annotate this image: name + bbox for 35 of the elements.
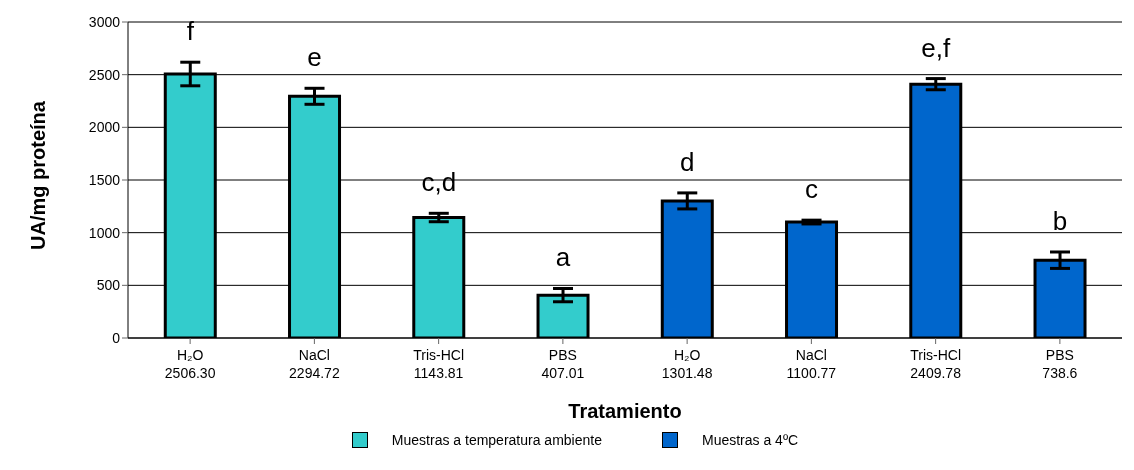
data-label: 1301.48: [661, 365, 713, 381]
annotation: c,d: [421, 167, 457, 198]
legend-label: Muestras a temperatura ambiente: [391, 432, 602, 448]
data-label: 738.6: [1042, 365, 1078, 381]
x-tick-label: PBS: [1045, 347, 1074, 363]
x-tick-label: H₂O: [176, 347, 204, 363]
annotation: f: [186, 16, 195, 47]
data-label: 1143.81: [413, 365, 464, 381]
x-tick-label: NaCl: [298, 347, 330, 363]
y-tick-label: 500: [96, 277, 121, 294]
x-tick-label: Tris-HCl: [413, 347, 465, 363]
x-axis-title: Tratamiento: [568, 400, 682, 422]
x-tick-label: Tris-HCl: [910, 347, 962, 363]
data-label: 2409.78: [910, 365, 962, 381]
legend-label: Muestras a 4ºC: [701, 432, 799, 448]
annotation: e,f: [921, 32, 951, 63]
x-tick-label: PBS: [548, 347, 577, 363]
data-label: 407.01: [541, 365, 585, 381]
annotation: c: [805, 174, 819, 205]
annotation: d: [680, 146, 695, 177]
y-tick-label: 2500: [88, 66, 121, 83]
x-tick-label: H₂O: [673, 347, 701, 363]
x-tick-label: NaCl: [795, 347, 827, 363]
data-label: 1100.77: [786, 365, 837, 381]
annotation: b: [1052, 205, 1068, 236]
y-tick-label: 0: [112, 329, 121, 346]
data-label: 2506.30: [164, 365, 216, 381]
y-axis-title: UA/mg proteína: [27, 100, 50, 250]
y-tick-label: 1500: [88, 171, 121, 188]
annotation: e: [307, 42, 322, 73]
annotation: a: [555, 242, 571, 273]
y-tick-label: 2000: [88, 119, 121, 136]
y-tick-label: 1000: [88, 224, 121, 241]
y-tick-label: 3000: [88, 13, 121, 30]
data-label: 2294.72: [289, 365, 340, 381]
